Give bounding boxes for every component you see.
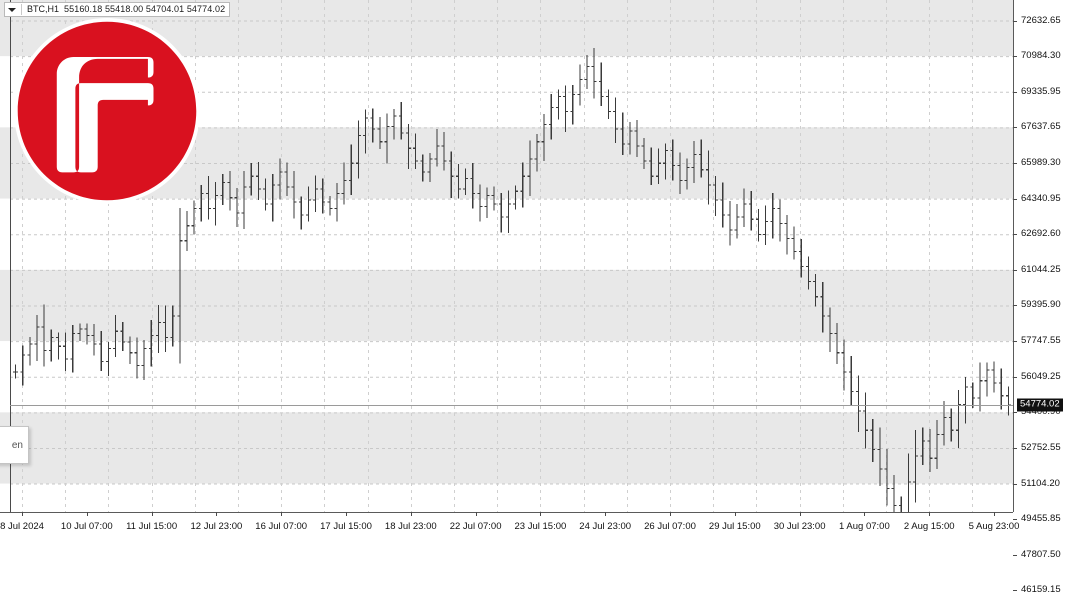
- price-axis-label: 67637.65: [1021, 121, 1061, 133]
- brand-logo-icon: [14, 18, 200, 204]
- time-axis-tick: [670, 512, 671, 516]
- price-axis-tick: [1013, 234, 1017, 236]
- time-axis-tick: [864, 512, 866, 516]
- price-axis[interactable]: 54774.02 72632.65 70984.30 69335.95 67637.6…: [1013, 0, 1080, 595]
- price-axis-label: 56049.25: [1021, 370, 1061, 382]
- time-axis-label: 10 Jul 07:00: [60, 521, 113, 532]
- time-axis-label: 17 Jul 15:00: [320, 521, 372, 532]
- instrument-header[interactable]: BTC,H1 55160.18 55418.00 54704.01 54774.…: [4, 2, 231, 17]
- price-axis-tick: [1013, 412, 1017, 414]
- price-axis-label: 57747.55: [1021, 335, 1061, 347]
- time-axis-tick: [475, 512, 477, 516]
- price-axis-tick: [1013, 483, 1017, 485]
- price-axis-line: [1013, 0, 1014, 512]
- price-axis-label: 61044.25: [1021, 263, 1061, 275]
- price-axis-label: 54400.90: [1021, 406, 1061, 418]
- time-axis-tick: [86, 512, 88, 516]
- time-axis-tick: [994, 512, 995, 516]
- time-axis-label: 22 Jul 07:00: [449, 521, 502, 532]
- time-axis-label: 2 Aug 15:00: [903, 521, 955, 532]
- price-axis-label: 69335.95: [1021, 85, 1061, 97]
- time-axis-tick: [22, 512, 23, 516]
- price-axis-tick: [1013, 269, 1017, 271]
- price-axis-label: 51104.20: [1021, 477, 1060, 489]
- language-popup[interactable]: en: [0, 426, 29, 464]
- price-axis-tick: [1013, 91, 1017, 93]
- time-axis-label: 1 Aug 07:00: [839, 521, 890, 532]
- price-axis-label: 70984.30: [1021, 50, 1061, 62]
- price-axis-tick: [1013, 20, 1017, 22]
- price-axis-label: 47807.50: [1021, 548, 1061, 560]
- price-axis-label: 62692.60: [1021, 228, 1061, 240]
- header-divider: [21, 4, 22, 15]
- time-axis-tick: [605, 512, 607, 516]
- ohlc-values: 55160.18 55418.00 54704.01 54774.02: [64, 4, 226, 14]
- price-axis-tick: [1013, 305, 1017, 307]
- price-axis-label: 64340.95: [1021, 192, 1061, 204]
- time-axis-label: 24 Jul 23:00: [579, 521, 632, 532]
- current-price-tag: 54774.02: [1017, 398, 1063, 412]
- chevron-down-icon[interactable]: [7, 5, 16, 14]
- price-chart-plot-area[interactable]: [0, 0, 1013, 512]
- price-axis-label: 49455.85: [1021, 513, 1061, 525]
- time-axis-label: 11 Jul 15:00: [126, 521, 178, 532]
- time-axis-tick: [216, 512, 218, 516]
- price-axis-tick: [1013, 198, 1017, 200]
- time-axis-label: 18 Jul 23:00: [384, 521, 437, 532]
- time-axis-tick: [734, 512, 736, 516]
- time-axis-label: 23 Jul 15:00: [514, 521, 567, 532]
- time-axis-label: 30 Jul 23:00: [773, 521, 826, 532]
- price-axis-tick: [1013, 127, 1017, 129]
- ohlc-bar-series: [13, 48, 1011, 512]
- price-axis-tick: [1013, 376, 1017, 378]
- time-axis[interactable]: 8 Jul 2024 10 Jul 07:00 11 Jul 15:00 12 Jul…: [0, 512, 1019, 540]
- language-popup-label: en: [11, 439, 23, 451]
- time-axis-tick: [929, 512, 931, 516]
- time-axis-line: [0, 512, 1013, 513]
- time-axis-label: 8 Jul 2024: [0, 521, 44, 532]
- time-axis-label: 26 Jul 07:00: [644, 521, 696, 532]
- time-axis-tick: [410, 512, 412, 516]
- price-axis-tick: [1013, 341, 1017, 343]
- time-axis-tick: [151, 512, 153, 516]
- price-axis-tick: [1013, 519, 1017, 521]
- price-axis-label: 46159.15: [1021, 584, 1061, 595]
- horizontal-gridlines: [10, 20, 1013, 485]
- price-axis-label: 59395.90: [1021, 299, 1061, 311]
- time-axis-tick: [346, 512, 347, 516]
- price-axis-label: 65989.30: [1021, 156, 1061, 168]
- symbol-label: BTC,H1: [27, 4, 60, 14]
- price-axis-label: 52752.55: [1021, 441, 1061, 453]
- time-axis-tick: [799, 512, 801, 516]
- time-axis-label: 29 Jul 15:00: [708, 521, 761, 532]
- time-axis-label: 16 Jul 07:00: [255, 521, 308, 532]
- price-axis-tick: [1013, 590, 1017, 592]
- price-axis-tick: [1013, 56, 1017, 58]
- time-axis-tick: [281, 512, 283, 516]
- chart-canvas: [0, 0, 1013, 512]
- price-axis-tick: [1013, 554, 1017, 556]
- price-axis-label: 72632.65: [1021, 14, 1061, 26]
- time-axis-label: 5 Aug 23:00: [968, 521, 1020, 532]
- price-axis-tick: [1013, 162, 1017, 164]
- time-axis-label: 12 Jul 23:00: [190, 521, 243, 532]
- time-axis-tick: [540, 512, 542, 516]
- price-axis-tick: [1013, 447, 1017, 449]
